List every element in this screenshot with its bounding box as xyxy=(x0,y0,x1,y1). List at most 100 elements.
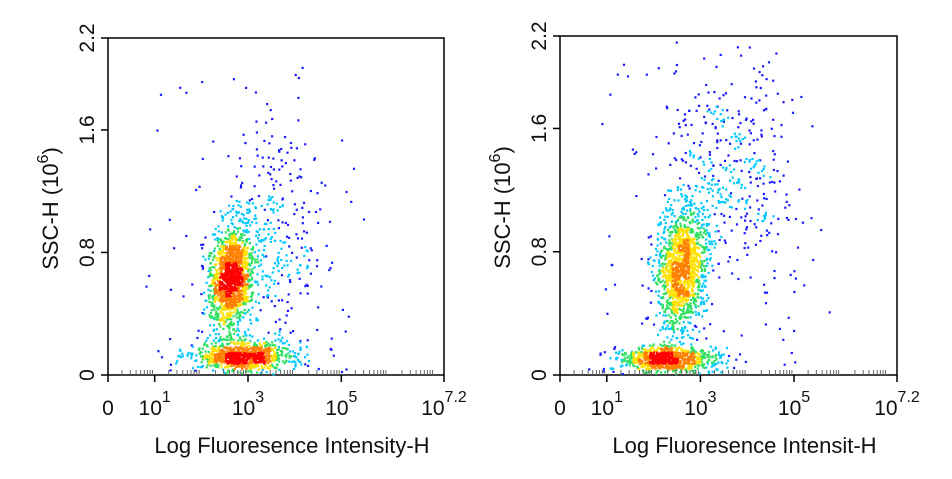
event-dot xyxy=(237,282,241,285)
event-dot xyxy=(219,257,222,260)
event-dot xyxy=(241,248,244,251)
event-dot xyxy=(744,242,747,245)
event-dot xyxy=(679,227,682,230)
event-dot xyxy=(221,356,224,359)
event-dot xyxy=(227,369,230,372)
event-dot xyxy=(263,366,266,369)
event-dot xyxy=(215,292,219,295)
event-dot xyxy=(238,313,241,316)
event-dot xyxy=(691,290,694,293)
event-dot xyxy=(785,200,788,203)
event-dot xyxy=(234,346,237,349)
event-dot xyxy=(299,341,302,344)
event-dot xyxy=(252,256,255,260)
event-dot xyxy=(733,182,736,185)
event-dot xyxy=(754,163,757,166)
event-dot xyxy=(246,299,249,302)
event-dot xyxy=(228,240,231,243)
event-dot xyxy=(269,165,273,169)
event-dot xyxy=(244,273,247,276)
event-dot xyxy=(249,299,252,302)
event-dot xyxy=(210,359,213,362)
event-dot xyxy=(670,338,673,341)
event-dot xyxy=(677,245,680,248)
event-dot xyxy=(719,113,722,116)
event-dot xyxy=(643,348,646,351)
event-dot xyxy=(242,287,245,290)
event-dot xyxy=(678,229,681,232)
event-dot xyxy=(771,180,774,183)
event-dot xyxy=(208,293,211,297)
event-dot xyxy=(675,349,679,352)
event-dot xyxy=(707,297,710,300)
event-dot xyxy=(222,293,225,296)
event-dot xyxy=(678,231,681,234)
event-dot xyxy=(743,161,746,164)
event-dot xyxy=(205,358,208,361)
event-dot xyxy=(242,260,245,263)
event-dot xyxy=(681,299,684,302)
event-dot xyxy=(744,187,747,190)
event-dot xyxy=(254,281,257,284)
event-dot xyxy=(228,333,231,337)
event-dot xyxy=(714,183,717,186)
event-dot xyxy=(213,292,217,295)
event-dot xyxy=(238,219,241,223)
event-dot xyxy=(258,240,261,243)
event-dot xyxy=(190,344,193,347)
event-dot xyxy=(785,216,788,220)
event-dot xyxy=(720,371,723,374)
event-dot xyxy=(689,302,692,305)
event-dot xyxy=(754,243,757,246)
event-dot xyxy=(200,243,203,246)
event-dot xyxy=(223,298,226,301)
event-dot xyxy=(696,261,699,264)
event-dot xyxy=(225,335,228,338)
event-dot xyxy=(262,249,266,252)
event-dot xyxy=(706,257,709,260)
event-dot xyxy=(217,333,221,336)
event-dot xyxy=(244,286,247,289)
event-dot xyxy=(230,353,234,357)
event-dot xyxy=(255,131,258,134)
event-dot xyxy=(689,154,692,157)
event-dot xyxy=(244,303,247,306)
event-dot xyxy=(293,213,296,216)
event-dot xyxy=(690,263,693,267)
event-dot xyxy=(731,117,734,120)
event-dot xyxy=(671,246,674,249)
event-dot xyxy=(289,280,292,283)
event-dot xyxy=(238,348,241,351)
event-dot xyxy=(704,275,707,278)
event-dot xyxy=(629,361,632,364)
event-dot xyxy=(703,248,706,251)
event-dot xyxy=(663,281,666,284)
event-dot xyxy=(238,319,242,322)
event-dot xyxy=(685,281,688,284)
event-dot xyxy=(794,361,797,364)
event-dot xyxy=(690,275,693,278)
event-dot xyxy=(719,53,722,56)
event-dot xyxy=(205,339,208,342)
event-dot xyxy=(251,364,254,367)
event-dot xyxy=(708,248,711,251)
event-dot xyxy=(244,301,247,305)
event-dot xyxy=(666,347,670,350)
event-dot xyxy=(676,320,679,323)
event-dot xyxy=(246,257,249,260)
event-dot xyxy=(265,351,268,354)
event-dot xyxy=(738,353,742,356)
event-dot xyxy=(221,307,224,311)
event-dot xyxy=(219,319,222,323)
event-dot xyxy=(791,98,794,101)
event-dot xyxy=(687,184,690,187)
event-dot xyxy=(664,269,667,272)
event-dot xyxy=(211,265,214,269)
event-dot xyxy=(213,294,216,297)
event-dot xyxy=(696,296,699,299)
event-dot xyxy=(680,343,683,346)
event-dot xyxy=(284,241,287,244)
event-dot xyxy=(269,344,272,347)
event-dot xyxy=(677,260,680,263)
